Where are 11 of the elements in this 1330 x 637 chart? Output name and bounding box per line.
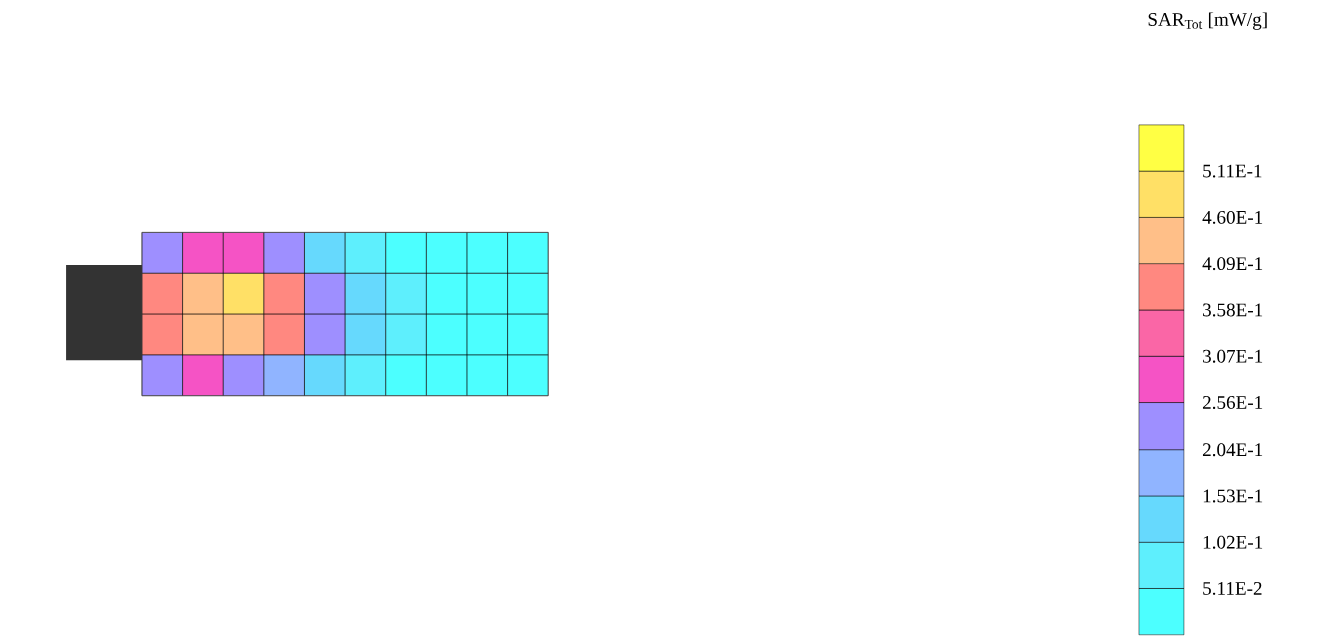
color-bar-title: SAR$_{Tot}$ [mW/g] bbox=[1148, 12, 1267, 30]
color-bar-label: 2.56E-1 bbox=[1202, 396, 1263, 410]
color-bar-label: 2.04E-1 bbox=[1202, 443, 1263, 457]
color-bar-label: 1.02E-1 bbox=[1203, 535, 1263, 549]
color-bar-label: 3.07E-1 bbox=[1203, 349, 1263, 363]
color-bar-label: 3.58E-1 bbox=[1203, 303, 1263, 317]
color-bar-label: 5.11E-1 bbox=[1203, 164, 1262, 178]
color-bar-label: 5.11E-2 bbox=[1203, 582, 1262, 596]
color-bar-label: 4.60E-1 bbox=[1202, 211, 1263, 225]
color-bar-label: 4.09E-1 bbox=[1202, 257, 1263, 271]
color-bar-label: 1.53E-1 bbox=[1203, 489, 1263, 503]
